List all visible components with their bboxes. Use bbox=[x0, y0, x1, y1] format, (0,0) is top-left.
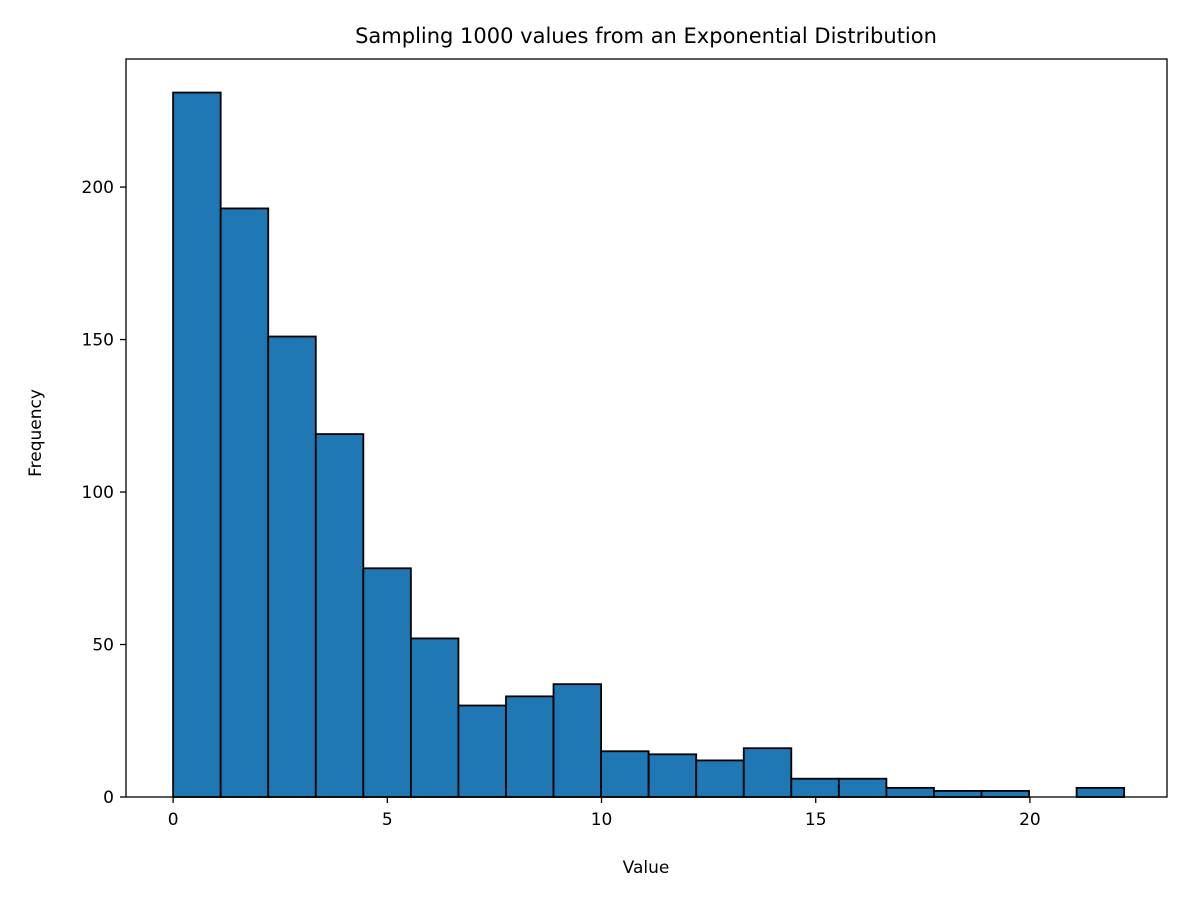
histogram-bar bbox=[647, 753, 698, 798]
y-tick-label: 100 bbox=[82, 483, 114, 503]
x-tick-label: 0 bbox=[168, 810, 179, 830]
histogram-bar bbox=[505, 695, 555, 798]
histogram-bar bbox=[1075, 786, 1126, 798]
histogram-bar bbox=[742, 747, 793, 798]
x-axis-ticks: 0 5 10 15 20 bbox=[168, 797, 1041, 830]
bars bbox=[172, 91, 1126, 798]
chart-title: Sampling 1000 values from an Exponential… bbox=[355, 24, 937, 48]
histogram-bar bbox=[695, 759, 745, 798]
x-tick-label: 10 bbox=[591, 810, 613, 830]
y-axis-ticks: 0 50 100 150 200 bbox=[82, 178, 126, 808]
y-axis-label: Frequency bbox=[26, 389, 46, 477]
histogram-bar bbox=[885, 786, 935, 798]
axes-frame bbox=[125, 58, 1168, 798]
histogram-bar bbox=[933, 790, 983, 798]
histogram-bar bbox=[980, 790, 1030, 798]
y-tick-label: 0 bbox=[103, 788, 114, 808]
histogram-bar bbox=[172, 91, 222, 798]
histogram-bar bbox=[362, 567, 412, 798]
histogram-bar bbox=[219, 207, 270, 798]
histogram-bar bbox=[837, 777, 888, 798]
x-tick-label: 5 bbox=[382, 810, 393, 830]
histogram-bar bbox=[267, 335, 317, 798]
x-tick-label: 20 bbox=[1019, 810, 1041, 830]
y-tick-label: 150 bbox=[82, 331, 114, 351]
y-tick-label: 200 bbox=[82, 178, 114, 198]
histogram-bar bbox=[790, 777, 840, 798]
histogram-bar bbox=[600, 750, 650, 798]
x-axis-label: Value bbox=[623, 858, 670, 878]
histogram-bar bbox=[314, 433, 365, 798]
histogram-bar bbox=[457, 704, 507, 798]
x-tick-label: 15 bbox=[805, 810, 827, 830]
histogram-bar bbox=[552, 683, 602, 798]
histogram-bar bbox=[409, 637, 460, 798]
y-tick-label: 50 bbox=[92, 636, 114, 656]
